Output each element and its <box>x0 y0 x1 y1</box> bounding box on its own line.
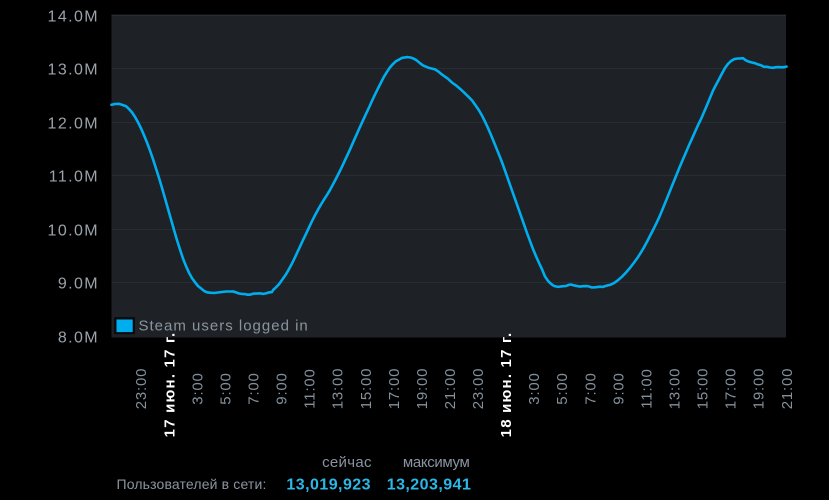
svg-text:3:00: 3:00 <box>526 372 543 404</box>
svg-text:23:00: 23:00 <box>470 368 487 410</box>
svg-text:18 июн. 17 г.: 18 июн. 17 г. <box>498 332 515 438</box>
svg-text:сейчас: сейчас <box>322 454 372 471</box>
svg-text:11.0M: 11.0M <box>49 169 99 186</box>
svg-text:13,019,923: 13,019,923 <box>286 477 371 494</box>
svg-text:8.0M: 8.0M <box>58 330 99 347</box>
svg-text:14.0M: 14.0M <box>48 9 99 26</box>
svg-text:15:00: 15:00 <box>358 368 375 410</box>
svg-text:5:00: 5:00 <box>554 372 571 404</box>
svg-text:12.0M: 12.0M <box>48 116 99 133</box>
svg-text:7:00: 7:00 <box>246 372 263 404</box>
svg-text:5:00: 5:00 <box>217 372 234 404</box>
svg-text:13,203,941: 13,203,941 <box>387 477 472 494</box>
svg-text:17:00: 17:00 <box>386 368 403 410</box>
svg-text:17:00: 17:00 <box>723 368 740 410</box>
svg-text:19:00: 19:00 <box>751 368 768 410</box>
svg-text:23:00: 23:00 <box>133 368 150 410</box>
svg-text:11:00: 11:00 <box>639 368 656 408</box>
svg-text:Steam users logged in: Steam users logged in <box>139 318 309 335</box>
svg-text:9:00: 9:00 <box>274 372 291 404</box>
svg-text:17 июн. 17 г.: 17 июн. 17 г. <box>161 332 178 438</box>
svg-text:13:00: 13:00 <box>667 368 684 410</box>
svg-text:9.0M: 9.0M <box>58 276 99 293</box>
svg-text:15:00: 15:00 <box>695 368 712 410</box>
svg-text:11:00: 11:00 <box>302 368 319 408</box>
svg-text:максимум: максимум <box>403 454 470 471</box>
svg-text:13.0M: 13.0M <box>48 62 99 79</box>
svg-text:19:00: 19:00 <box>414 368 431 410</box>
svg-text:3:00: 3:00 <box>189 372 206 404</box>
svg-text:9:00: 9:00 <box>610 372 627 404</box>
svg-text:10.0M: 10.0M <box>48 223 99 240</box>
svg-text:7:00: 7:00 <box>582 372 599 404</box>
svg-text:Пользователей в сети:: Пользователей в сети: <box>117 476 267 492</box>
svg-text:21:00: 21:00 <box>442 368 459 410</box>
svg-text:21:00: 21:00 <box>779 368 796 410</box>
svg-text:13:00: 13:00 <box>330 368 347 410</box>
